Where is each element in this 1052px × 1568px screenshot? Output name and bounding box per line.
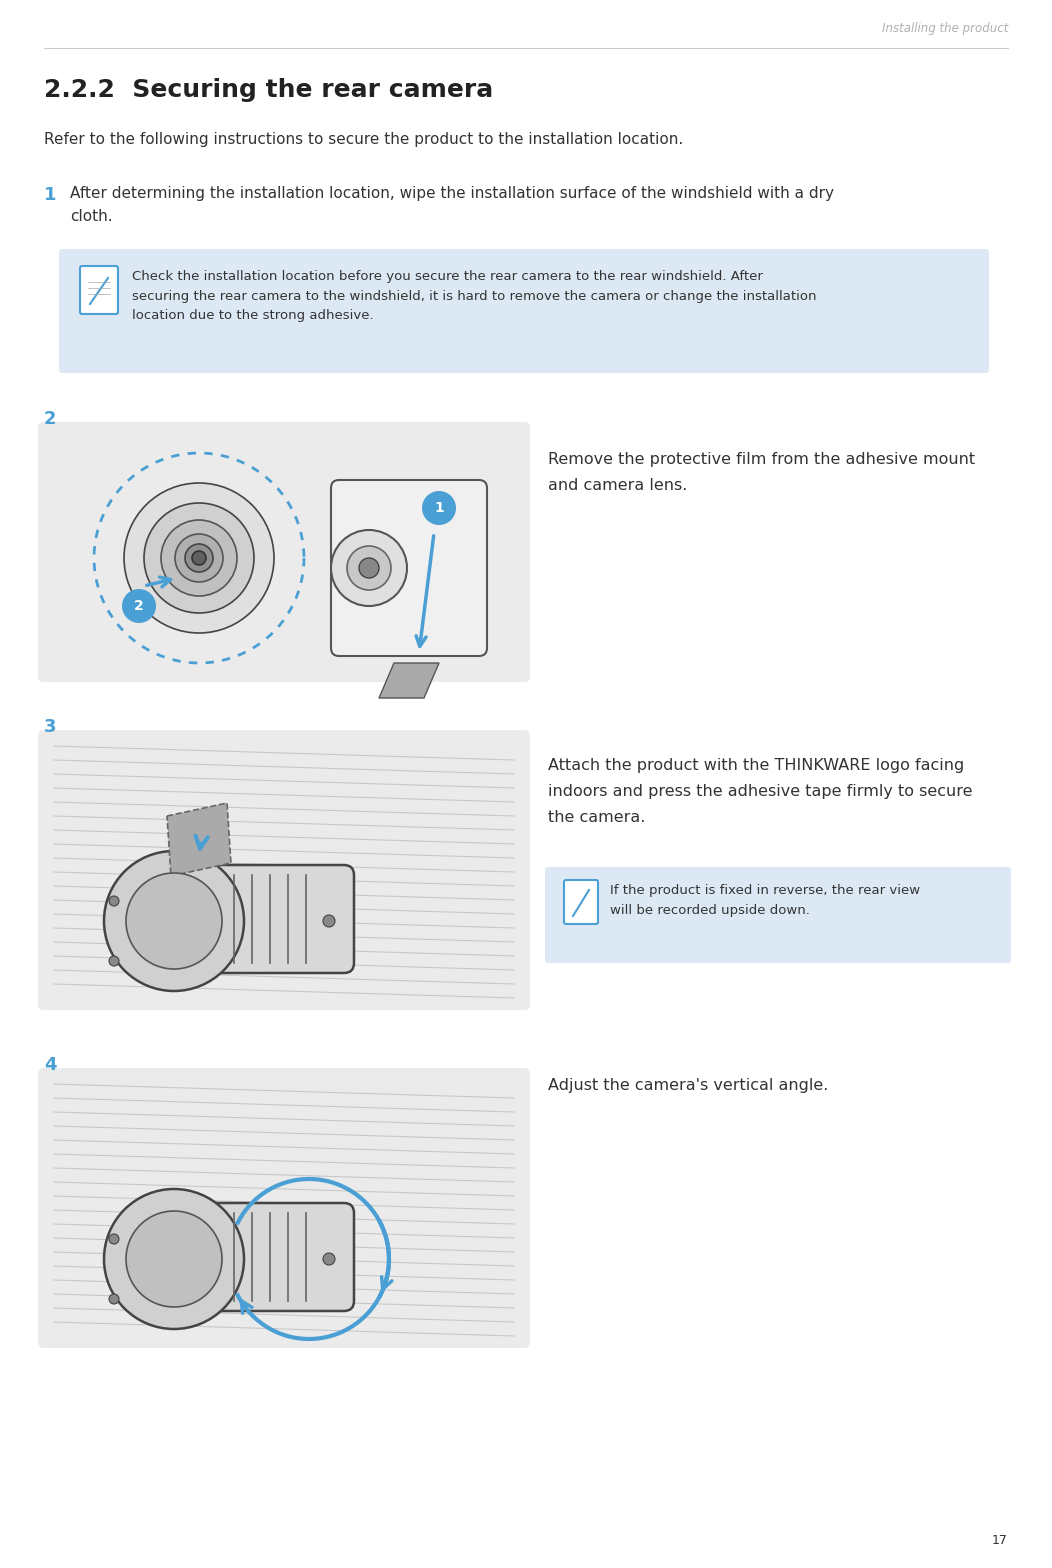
FancyBboxPatch shape <box>564 880 598 924</box>
Text: 1: 1 <box>44 187 57 204</box>
Circle shape <box>175 535 223 582</box>
FancyBboxPatch shape <box>545 867 1011 963</box>
Text: 17: 17 <box>992 1534 1008 1546</box>
Circle shape <box>422 491 456 525</box>
FancyBboxPatch shape <box>80 267 118 314</box>
Circle shape <box>126 1210 222 1308</box>
Circle shape <box>104 1189 244 1330</box>
Circle shape <box>109 956 119 966</box>
Circle shape <box>193 550 206 564</box>
Circle shape <box>109 895 119 906</box>
Circle shape <box>359 558 379 579</box>
Circle shape <box>124 483 274 633</box>
Polygon shape <box>379 663 439 698</box>
Circle shape <box>122 590 156 622</box>
Circle shape <box>323 1253 335 1265</box>
Circle shape <box>323 916 335 927</box>
Text: 2.2.2  Securing the rear camera: 2.2.2 Securing the rear camera <box>44 78 493 102</box>
FancyBboxPatch shape <box>159 1203 355 1311</box>
Circle shape <box>331 530 407 605</box>
FancyBboxPatch shape <box>38 731 530 1010</box>
FancyBboxPatch shape <box>159 866 355 974</box>
Text: 2: 2 <box>44 409 57 428</box>
Text: 1: 1 <box>434 502 444 514</box>
Text: If the product is fixed in reverse, the rear view
will be recorded upside down.: If the product is fixed in reverse, the … <box>610 884 920 917</box>
Circle shape <box>104 851 244 991</box>
FancyBboxPatch shape <box>38 1068 530 1348</box>
Text: After determining the installation location, wipe the installation surface of th: After determining the installation locat… <box>70 187 834 224</box>
Circle shape <box>161 521 237 596</box>
Text: Adjust the camera's vertical angle.: Adjust the camera's vertical angle. <box>548 1079 828 1093</box>
Circle shape <box>185 544 213 572</box>
Text: Refer to the following instructions to secure the product to the installation lo: Refer to the following instructions to s… <box>44 132 683 147</box>
FancyBboxPatch shape <box>331 480 487 655</box>
Text: 3: 3 <box>44 718 57 735</box>
FancyBboxPatch shape <box>38 422 530 682</box>
Text: Attach the product with the THINKWARE logo facing
indoors and press the adhesive: Attach the product with the THINKWARE lo… <box>548 757 972 825</box>
Circle shape <box>347 546 391 590</box>
Circle shape <box>109 1294 119 1305</box>
FancyBboxPatch shape <box>59 249 989 373</box>
Circle shape <box>126 873 222 969</box>
Text: Remove the protective film from the adhesive mount
and camera lens.: Remove the protective film from the adhe… <box>548 452 975 492</box>
Circle shape <box>144 503 254 613</box>
Text: Check the installation location before you secure the rear camera to the rear wi: Check the installation location before y… <box>132 270 816 321</box>
Text: Installing the product: Installing the product <box>882 22 1008 34</box>
Polygon shape <box>167 803 231 877</box>
Circle shape <box>109 1234 119 1243</box>
Text: 2: 2 <box>134 599 144 613</box>
Text: 4: 4 <box>44 1055 57 1074</box>
